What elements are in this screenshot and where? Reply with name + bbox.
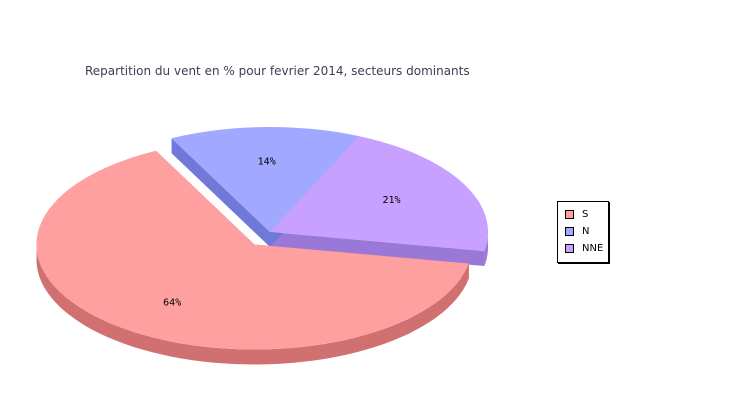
legend-swatch-n bbox=[565, 227, 574, 236]
legend-item-s: S bbox=[565, 206, 608, 223]
slice-n bbox=[171, 126, 359, 232]
slice-side-nne bbox=[484, 228, 488, 266]
slice-label-n: 14% bbox=[258, 157, 276, 168]
slice-nne bbox=[270, 136, 489, 251]
legend-item-nne: NNE bbox=[565, 240, 608, 257]
slice-s bbox=[36, 150, 469, 350]
slice-label-nne: 21% bbox=[382, 195, 400, 206]
legend-label-nne: NNE bbox=[582, 243, 604, 254]
legend-item-n: N bbox=[565, 223, 608, 240]
legend: S N NNE bbox=[557, 201, 609, 263]
legend-swatch-nne bbox=[565, 244, 574, 253]
slice-edge-nne-1 bbox=[270, 232, 485, 266]
legend-swatch-s bbox=[565, 210, 574, 219]
pie-labels: 21% 64% 14% bbox=[163, 157, 400, 309]
pie-tops bbox=[36, 126, 489, 350]
legend-label-n: N bbox=[582, 226, 590, 237]
slice-edge-n-0 bbox=[171, 138, 270, 247]
slice-label-s: 64% bbox=[163, 298, 181, 309]
legend-label-s: S bbox=[582, 209, 589, 220]
chart-title: Repartition du vent en % pour fevrier 20… bbox=[85, 64, 470, 78]
